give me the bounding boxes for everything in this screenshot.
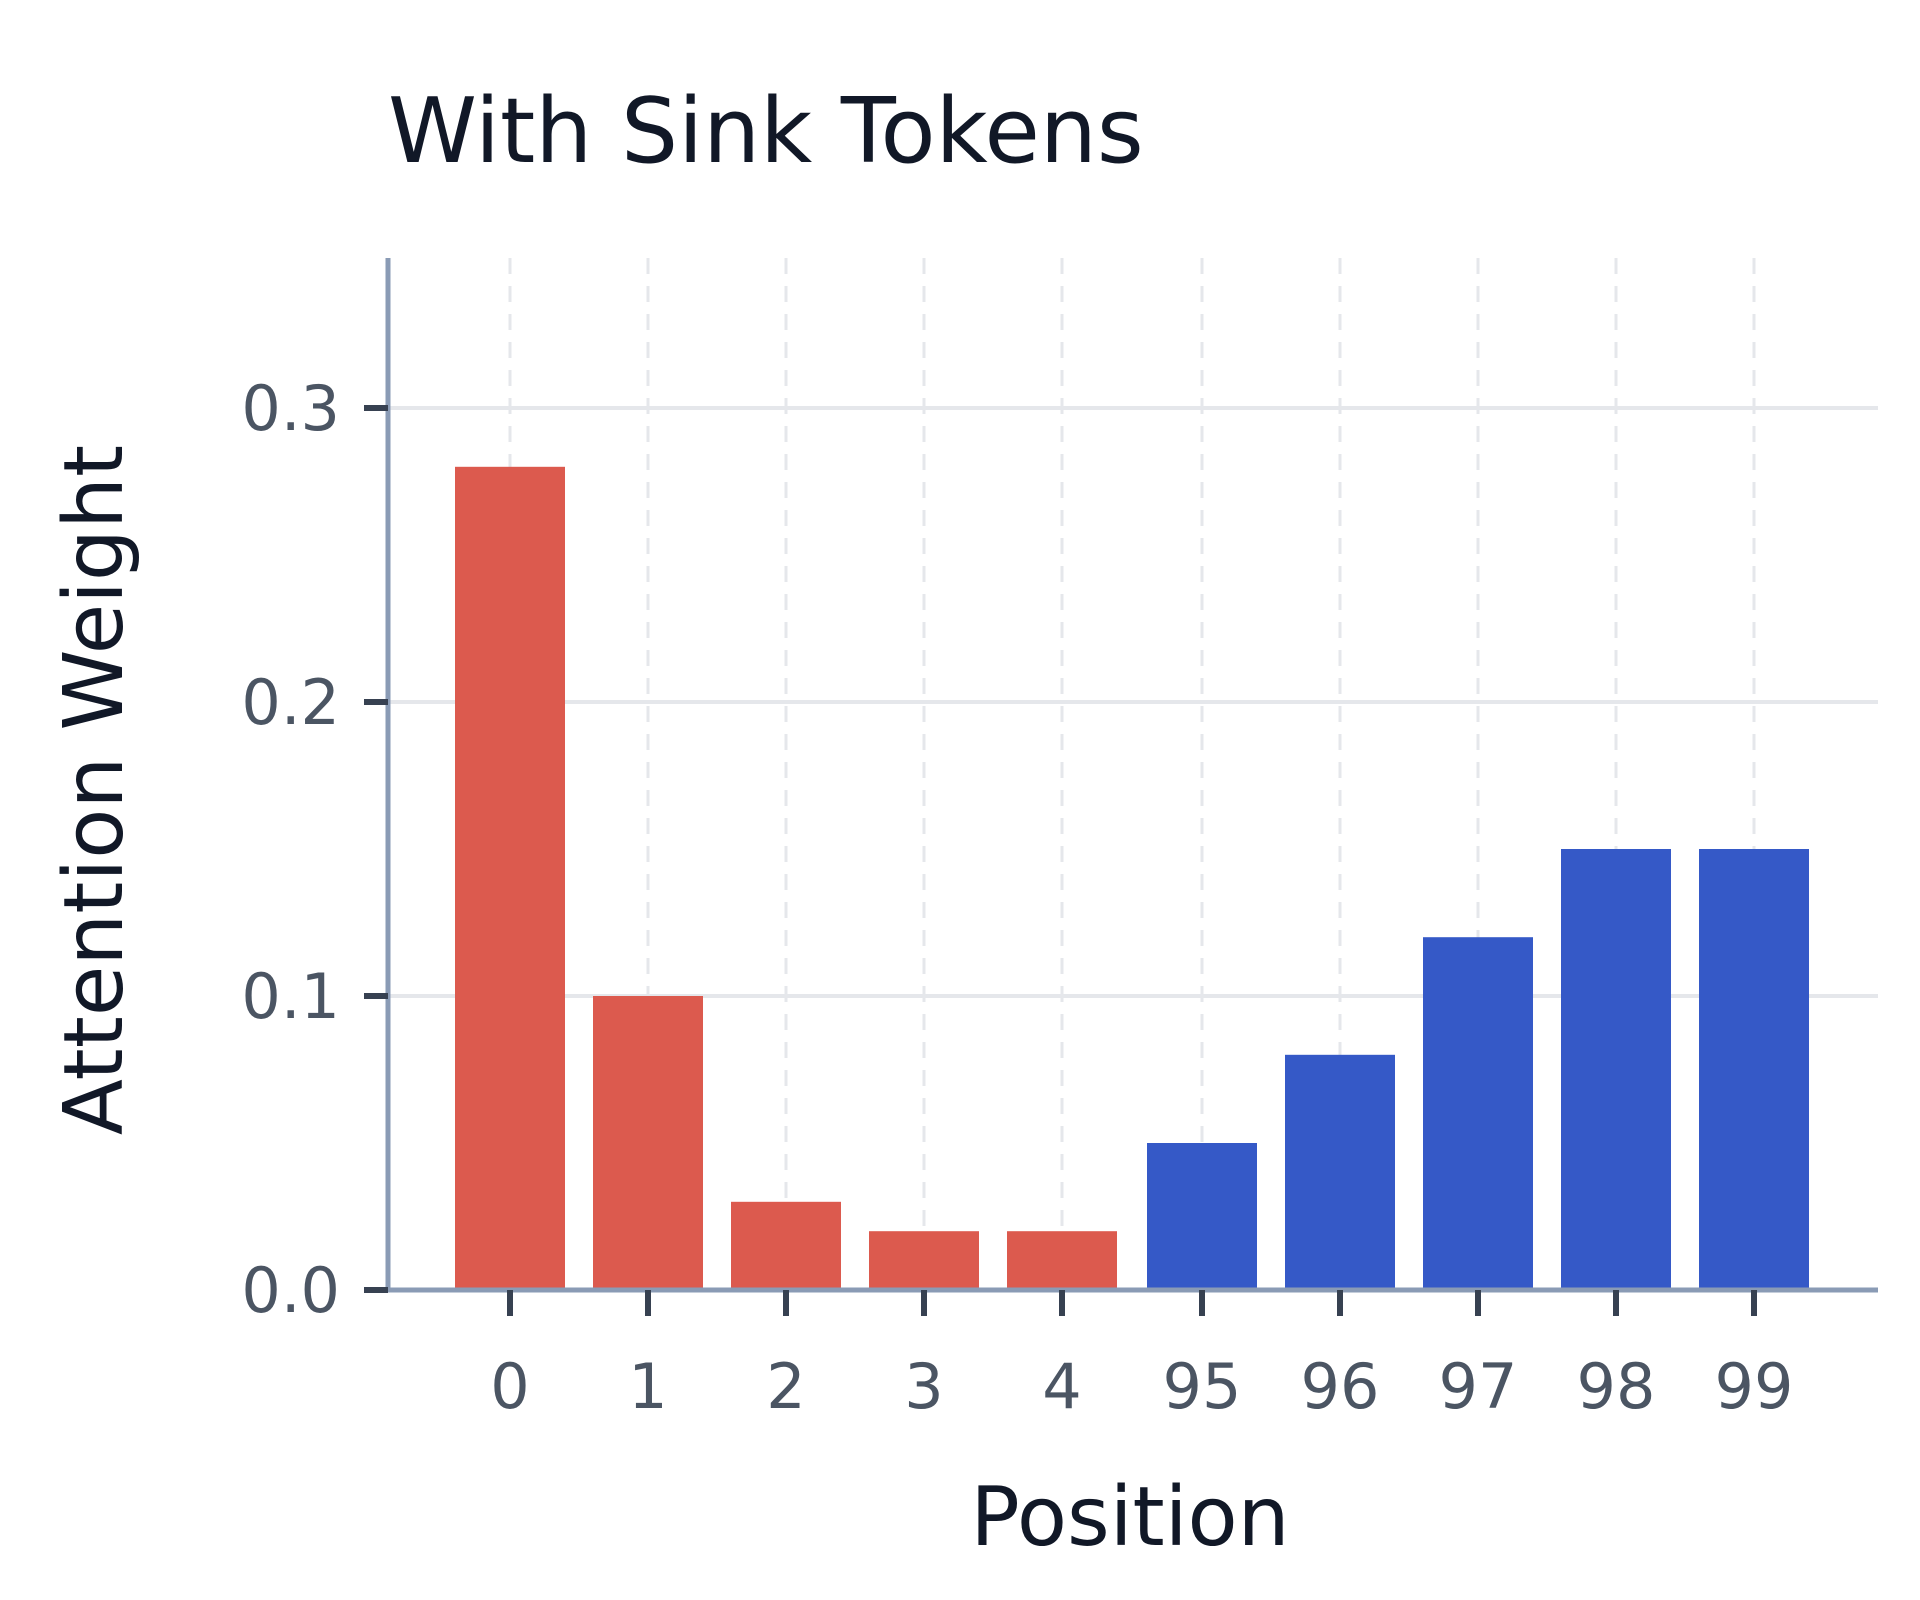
grid-lines [388, 258, 1878, 1290]
x-axis-label: Position [970, 1470, 1289, 1565]
x-tick-label-95: 95 [1163, 1350, 1242, 1423]
x-tick-label-98: 98 [1577, 1350, 1656, 1423]
y-axis-label: Attention Weight [47, 445, 142, 1135]
x-tick-label-1: 1 [628, 1350, 667, 1423]
bars [455, 466, 1809, 1290]
bar-2 [731, 1201, 841, 1290]
bar-1 [593, 996, 703, 1290]
x-tick-label-96: 96 [1301, 1350, 1380, 1423]
y-tick-label: 0.3 [241, 372, 340, 445]
bar-95 [1147, 1143, 1257, 1290]
x-tick-label-0: 0 [490, 1350, 529, 1423]
y-axis-ticks: 0.0 0.1 0.2 0.3 [241, 372, 388, 1327]
bar-3 [869, 1231, 979, 1290]
bar-0 [455, 466, 565, 1290]
y-tick-label: 0.2 [241, 666, 340, 739]
bar-96 [1285, 1054, 1395, 1290]
x-tick-label-4: 4 [1042, 1350, 1081, 1423]
y-tick-label: 0.0 [241, 1254, 340, 1327]
x-tick-label-3: 3 [904, 1350, 943, 1423]
bar-99 [1699, 849, 1809, 1290]
x-tick-label-97: 97 [1439, 1350, 1518, 1423]
bar-4 [1007, 1231, 1117, 1290]
bar-97 [1423, 937, 1533, 1290]
bar-98 [1561, 849, 1671, 1290]
x-tick-label-99: 99 [1715, 1350, 1794, 1423]
chart-title: With Sink Tokens [388, 79, 1144, 184]
x-axis-ticks: 0 1 2 3 4 95 96 97 98 99 [490, 1290, 1793, 1423]
x-tick-label-2: 2 [766, 1350, 805, 1423]
y-tick-label: 0.1 [241, 960, 340, 1033]
